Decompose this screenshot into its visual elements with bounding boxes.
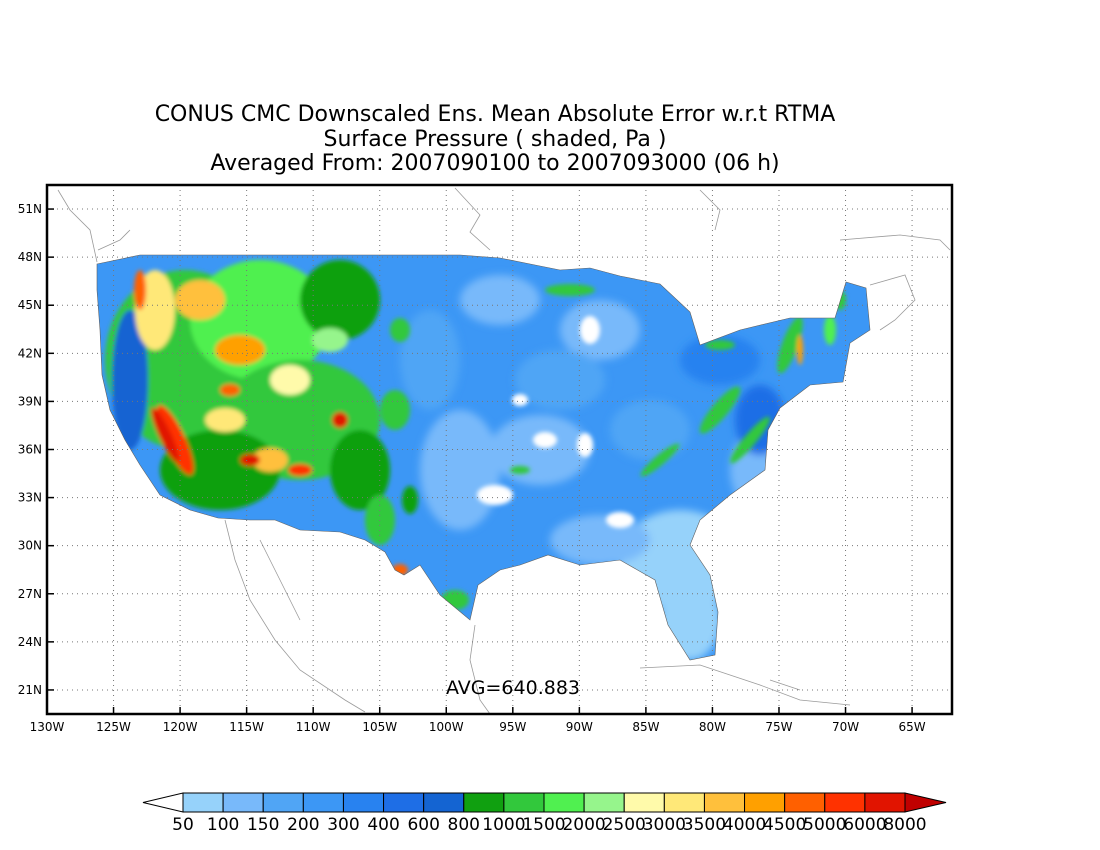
colorbar-label: 600 [407, 815, 439, 835]
colorbar-swatch [824, 792, 866, 813]
average-label: AVG=640.883 [446, 677, 580, 699]
graticule [47, 185, 952, 714]
lat-label: 39N [18, 394, 42, 408]
colorbar-label: 150 [247, 815, 279, 835]
colorbar-min-arrow [142, 792, 184, 813]
colorbar-label: 1500 [522, 815, 565, 835]
colorbar-labels: 50 100 150 200 300 400 600 800 10001500200025003… [172, 815, 926, 835]
colorbar-max-arrow [904, 792, 947, 813]
lon-label: 105W [362, 720, 397, 734]
colorbar-label: 5000 [803, 815, 846, 835]
latitude-axis: 51N 48N 45N 42N 39N 36N 33N 30N 27N 24N 21N [18, 202, 54, 697]
colorbar-swatch [503, 792, 545, 813]
colorbar-label: 300 [327, 815, 359, 835]
title-line-3: Averaged From: 2007090100 to 2007093000 … [210, 151, 780, 176]
colorbar-label: 4500 [763, 815, 806, 835]
lat-label: 24N [18, 635, 42, 649]
colorbar-label: 200 [287, 815, 319, 835]
colorbar-swatch [222, 792, 264, 813]
lat-label: 27N [18, 587, 42, 601]
error-field [97, 255, 870, 660]
lat-label: 51N [18, 202, 42, 216]
lon-label: 75W [765, 720, 792, 734]
colorbar-swatch [583, 792, 625, 813]
lon-label: 70W [832, 720, 859, 734]
lat-label: 33N [18, 491, 42, 505]
longitude-axis: 130W 125W 120W 115W 110W 105W 100W 95W 90W 85W 80W… [30, 707, 926, 734]
coastlines [57, 187, 951, 714]
lat-label: 48N [18, 250, 42, 264]
lon-label: 115W [229, 720, 264, 734]
lon-label: 65W [899, 720, 926, 734]
colorbar-label: 100 [207, 815, 239, 835]
colorbar-label: 1000 [482, 815, 525, 835]
title-line-2: Surface Pressure ( shaded, Pa ) [323, 127, 667, 152]
colorbar-swatch [864, 792, 906, 813]
lon-label: 130W [30, 720, 65, 734]
colorbar-label: 3500 [683, 815, 726, 835]
lat-label: 45N [18, 298, 42, 312]
lat-label: 21N [18, 683, 42, 697]
lon-label: 110W [296, 720, 331, 734]
colorbar-swatch [703, 792, 746, 813]
colorbar-label: 8000 [883, 815, 926, 835]
lon-label: 100W [429, 720, 464, 734]
colorbar-swatch [744, 792, 786, 813]
colorbar-label: 2000 [562, 815, 605, 835]
colorbar-label: 3000 [643, 815, 686, 835]
lat-label: 30N [18, 539, 42, 553]
colorbar-label: 4000 [723, 815, 766, 835]
colorbar-swatch [663, 792, 705, 813]
colorbar-swatch [543, 792, 585, 813]
lon-label: 90W [566, 720, 593, 734]
colorbar-swatch [342, 792, 385, 813]
colorbar [142, 792, 947, 813]
conus-outline [96, 254, 871, 661]
lon-label: 95W [499, 720, 526, 734]
colorbar-label: 400 [367, 815, 399, 835]
lat-label: 42N [18, 346, 42, 360]
lon-label: 120W [163, 720, 198, 734]
colorbar-swatch [784, 792, 826, 813]
colorbar-swatch [383, 792, 425, 813]
colorbar-label: 2500 [603, 815, 646, 835]
colorbar-label: 50 [172, 815, 194, 835]
colorbar-swatch [423, 792, 465, 813]
lon-label: 125W [96, 720, 131, 734]
colorbar-swatch [302, 792, 344, 813]
lat-label: 36N [18, 443, 42, 457]
colorbar-swatch [182, 792, 224, 813]
colorbar-swatch [463, 792, 505, 813]
colorbar-label: 800 [448, 815, 480, 835]
lon-label: 85W [632, 720, 659, 734]
colorbar-label: 6000 [843, 815, 886, 835]
colorbar-swatch [623, 792, 665, 813]
colorbar-swatch [262, 792, 304, 813]
lon-label: 80W [699, 720, 726, 734]
title-line-1: CONUS CMC Downscaled Ens. Mean Absolute … [154, 102, 836, 127]
